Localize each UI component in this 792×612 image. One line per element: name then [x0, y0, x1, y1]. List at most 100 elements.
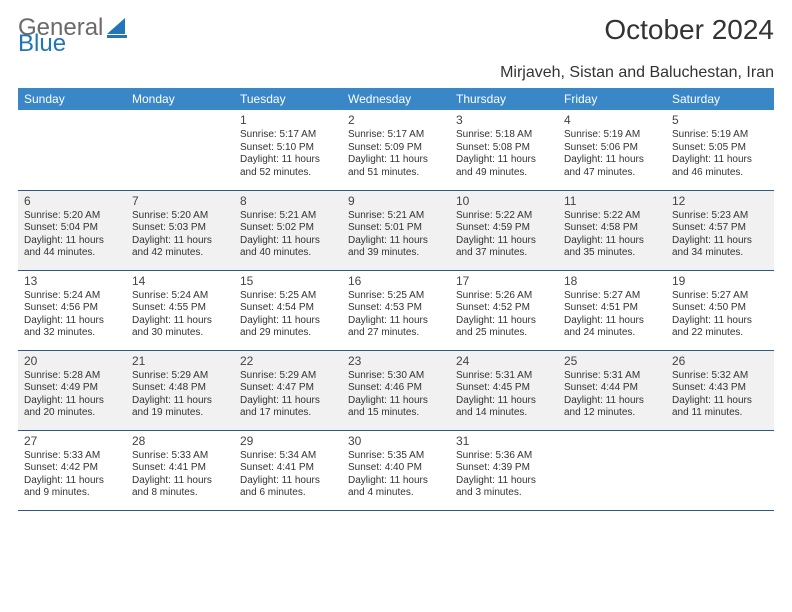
day-details: Sunrise: 5:26 AM Sunset: 4:52 PM Dayligh…	[456, 290, 552, 340]
location-label: Mirjaveh, Sistan and Baluchestan, Iran	[18, 64, 774, 82]
calendar-table: Sunday Monday Tuesday Wednesday Thursday…	[18, 88, 774, 511]
day-details: Sunrise: 5:17 AM Sunset: 5:10 PM Dayligh…	[240, 129, 336, 179]
day-details: Sunrise: 5:19 AM Sunset: 5:05 PM Dayligh…	[672, 129, 768, 179]
day-details: Sunrise: 5:17 AM Sunset: 5:09 PM Dayligh…	[348, 129, 444, 179]
day-number: 26	[672, 354, 768, 368]
day-details: Sunrise: 5:22 AM Sunset: 4:59 PM Dayligh…	[456, 210, 552, 260]
day-number: 14	[132, 274, 228, 288]
page-title: October 2024	[604, 14, 774, 46]
day-details: Sunrise: 5:36 AM Sunset: 4:39 PM Dayligh…	[456, 450, 552, 500]
day-number: 24	[456, 354, 552, 368]
calendar-day-cell: 9 Sunrise: 5:21 AM Sunset: 5:01 PM Daylig…	[342, 190, 450, 270]
day-number: 15	[240, 274, 336, 288]
day-details: Sunrise: 5:22 AM Sunset: 4:58 PM Dayligh…	[564, 210, 660, 260]
calendar-day-cell: 23 Sunrise: 5:30 AM Sunset: 4:46 PM Dayli…	[342, 350, 450, 430]
day-details: Sunrise: 5:21 AM Sunset: 5:02 PM Dayligh…	[240, 210, 336, 260]
day-details: Sunrise: 5:32 AM Sunset: 4:43 PM Dayligh…	[672, 370, 768, 420]
day-details: Sunrise: 5:29 AM Sunset: 4:47 PM Dayligh…	[240, 370, 336, 420]
calendar-day-cell: 16Sunrise: 5:25 AM Sunset: 4:53 PM Dayli…	[342, 270, 450, 350]
calendar-day-cell	[126, 110, 234, 190]
day-details: Sunrise: 5:20 AM Sunset: 5:03 PM Dayligh…	[132, 210, 228, 260]
calendar-day-cell: 11 Sunrise: 5:22 AM Sunset: 4:58 PM Dayli…	[558, 190, 666, 270]
day-number: 5	[672, 113, 768, 127]
day-number: 27	[24, 434, 120, 448]
day-number: 8	[240, 194, 336, 208]
calendar-week-row: 20Sunrise: 5:28 AM Sunset: 4:49 PM Dayli…	[18, 350, 774, 430]
day-details: Sunrise: 5:34 AM Sunset: 4:41 PM Dayligh…	[240, 450, 336, 500]
day-details: Sunrise: 5:31 AM Sunset: 4:45 PM Dayligh…	[456, 370, 552, 420]
day-number: 10	[456, 194, 552, 208]
day-details: Sunrise: 5:24 AM Sunset: 4:55 PM Dayligh…	[132, 290, 228, 340]
weekday-header: Thursday	[450, 88, 558, 110]
day-number: 1	[240, 113, 336, 127]
calendar-week-row: 27 Sunrise: 5:33 AM Sunset: 4:42 PM Dayli…	[18, 430, 774, 510]
day-number: 23	[348, 354, 444, 368]
calendar-day-cell: 3Sunrise: 5:18 AM Sunset: 5:08 PM Daylig…	[450, 110, 558, 190]
day-details: Sunrise: 5:35 AM Sunset: 4:40 PM Dayligh…	[348, 450, 444, 500]
calendar-day-cell: 20Sunrise: 5:28 AM Sunset: 4:49 PM Dayli…	[18, 350, 126, 430]
day-number: 25	[564, 354, 660, 368]
day-details: Sunrise: 5:23 AM Sunset: 4:57 PM Dayligh…	[672, 210, 768, 260]
weekday-header: Sunday	[18, 88, 126, 110]
day-number: 28	[132, 434, 228, 448]
day-details: Sunrise: 5:25 AM Sunset: 4:54 PM Dayligh…	[240, 290, 336, 340]
calendar-day-cell: 5 Sunrise: 5:19 AM Sunset: 5:05 PM Daylig…	[666, 110, 774, 190]
weekday-header: Friday	[558, 88, 666, 110]
day-details: Sunrise: 5:27 AM Sunset: 4:50 PM Dayligh…	[672, 290, 768, 340]
calendar-day-cell: 6 Sunrise: 5:20 AM Sunset: 5:04 PM Daylig…	[18, 190, 126, 270]
calendar-day-cell: 12 Sunrise: 5:23 AM Sunset: 4:57 PM Dayli…	[666, 190, 774, 270]
day-number: 31	[456, 434, 552, 448]
calendar-day-cell: 15 Sunrise: 5:25 AM Sunset: 4:54 PM Dayli…	[234, 270, 342, 350]
day-details: Sunrise: 5:21 AM Sunset: 5:01 PM Dayligh…	[348, 210, 444, 260]
calendar-day-cell: 13 Sunrise: 5:24 AM Sunset: 4:56 PM Dayli…	[18, 270, 126, 350]
calendar-day-cell: 22 Sunrise: 5:29 AM Sunset: 4:47 PM Dayli…	[234, 350, 342, 430]
day-number: 29	[240, 434, 336, 448]
calendar-day-cell	[558, 430, 666, 510]
calendar-day-cell: 14 Sunrise: 5:24 AM Sunset: 4:55 PM Dayli…	[126, 270, 234, 350]
calendar-day-cell: 4Sunrise: 5:19 AM Sunset: 5:06 PM Daylig…	[558, 110, 666, 190]
calendar-day-cell: 7 Sunrise: 5:20 AM Sunset: 5:03 PM Daylig…	[126, 190, 234, 270]
weekday-header: Monday	[126, 88, 234, 110]
day-details: Sunrise: 5:27 AM Sunset: 4:51 PM Dayligh…	[564, 290, 660, 340]
logo-sail-icon	[107, 18, 129, 38]
day-number: 11	[564, 194, 660, 208]
day-number: 18	[564, 274, 660, 288]
calendar-day-cell: 28Sunrise: 5:33 AM Sunset: 4:41 PM Dayli…	[126, 430, 234, 510]
calendar-day-cell: 17Sunrise: 5:26 AM Sunset: 4:52 PM Dayli…	[450, 270, 558, 350]
calendar-day-cell	[666, 430, 774, 510]
weekday-header: Saturday	[666, 88, 774, 110]
calendar-day-cell: 19Sunrise: 5:27 AM Sunset: 4:50 PM Dayli…	[666, 270, 774, 350]
calendar-day-cell: 29 Sunrise: 5:34 AM Sunset: 4:41 PM Dayli…	[234, 430, 342, 510]
day-details: Sunrise: 5:30 AM Sunset: 4:46 PM Dayligh…	[348, 370, 444, 420]
calendar-day-cell: 30 Sunrise: 5:35 AM Sunset: 4:40 PM Dayli…	[342, 430, 450, 510]
weekday-header: Tuesday	[234, 88, 342, 110]
calendar-day-cell	[18, 110, 126, 190]
calendar-day-cell: 2Sunrise: 5:17 AM Sunset: 5:09 PM Daylig…	[342, 110, 450, 190]
day-number: 20	[24, 354, 120, 368]
calendar-day-cell: 25 Sunrise: 5:31 AM Sunset: 4:44 PM Dayli…	[558, 350, 666, 430]
day-details: Sunrise: 5:31 AM Sunset: 4:44 PM Dayligh…	[564, 370, 660, 420]
day-number: 30	[348, 434, 444, 448]
day-number: 12	[672, 194, 768, 208]
day-number: 4	[564, 113, 660, 127]
day-number: 7	[132, 194, 228, 208]
weekday-header-row: Sunday Monday Tuesday Wednesday Thursday…	[18, 88, 774, 110]
day-details: Sunrise: 5:18 AM Sunset: 5:08 PM Dayligh…	[456, 129, 552, 179]
day-number: 16	[348, 274, 444, 288]
day-number: 6	[24, 194, 120, 208]
calendar-week-row: 13 Sunrise: 5:24 AM Sunset: 4:56 PM Dayli…	[18, 270, 774, 350]
day-number: 9	[348, 194, 444, 208]
calendar-day-cell: 8 Sunrise: 5:21 AM Sunset: 5:02 PM Daylig…	[234, 190, 342, 270]
day-details: Sunrise: 5:29 AM Sunset: 4:48 PM Dayligh…	[132, 370, 228, 420]
day-number: 13	[24, 274, 120, 288]
day-details: Sunrise: 5:24 AM Sunset: 4:56 PM Dayligh…	[24, 290, 120, 340]
weekday-header: Wednesday	[342, 88, 450, 110]
calendar-day-cell: 10 Sunrise: 5:22 AM Sunset: 4:59 PM Dayli…	[450, 190, 558, 270]
calendar-day-cell: 27 Sunrise: 5:33 AM Sunset: 4:42 PM Dayli…	[18, 430, 126, 510]
day-number: 22	[240, 354, 336, 368]
calendar-day-cell: 1 Sunrise: 5:17 AM Sunset: 5:10 PM Daylig…	[234, 110, 342, 190]
day-details: Sunrise: 5:20 AM Sunset: 5:04 PM Dayligh…	[24, 210, 120, 260]
brand-part2: Blue	[18, 30, 66, 58]
calendar-day-cell: 21Sunrise: 5:29 AM Sunset: 4:48 PM Dayli…	[126, 350, 234, 430]
day-details: Sunrise: 5:33 AM Sunset: 4:42 PM Dayligh…	[24, 450, 120, 500]
